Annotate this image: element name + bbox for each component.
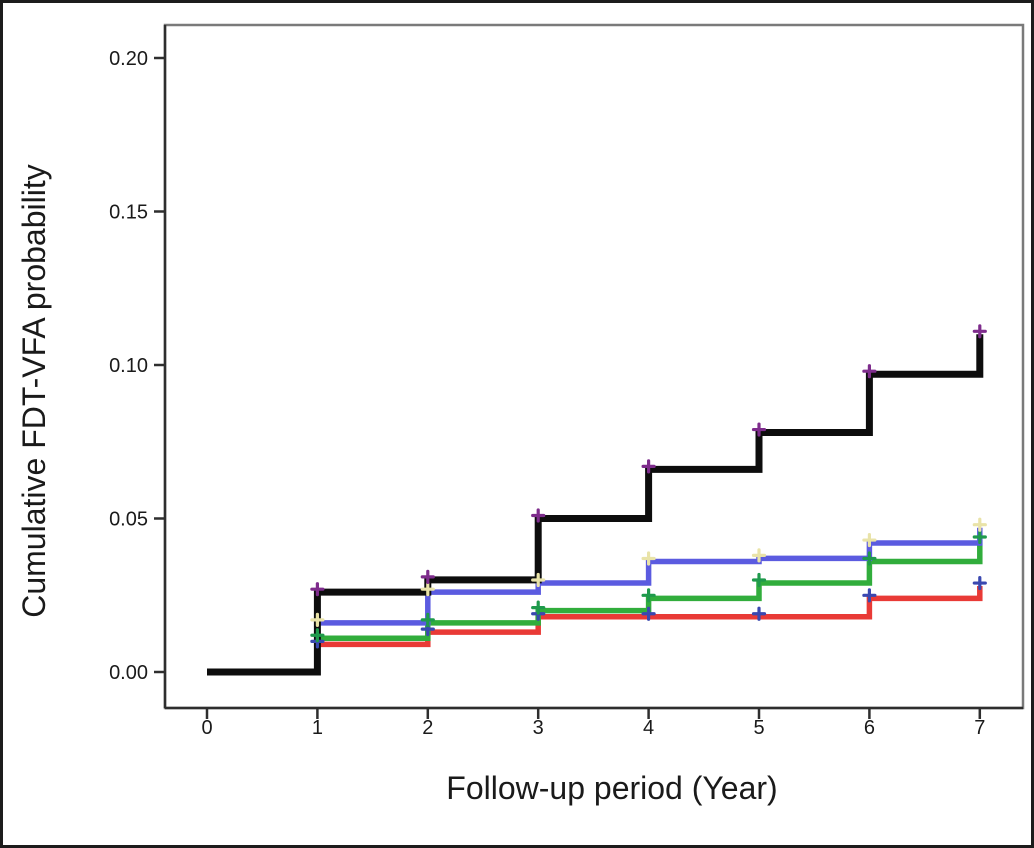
plot-area — [163, 23, 1025, 710]
x-tick-label: 0 — [201, 717, 212, 739]
y-tick-label: 0.00 — [109, 662, 148, 684]
censor-marker-green-year-7 — [972, 529, 987, 545]
censor-marker-blue-year-5 — [751, 548, 767, 563]
tick-label-layer: 0.00 0.05 0.10 0.15 0.20 0 1 2 3 4 5 6 7 — [109, 48, 985, 739]
marker-layer — [310, 324, 987, 649]
x-tick-label: 4 — [643, 717, 654, 739]
censor-marker-green-year-5 — [751, 572, 767, 588]
censor-marker-red-year-4 — [641, 606, 656, 621]
x-tick-label: 2 — [422, 717, 433, 739]
x-tick-label: 6 — [864, 717, 875, 739]
censor-marker-blue-year-6 — [862, 532, 877, 548]
x-axis-title: Follow-up period (Year) — [446, 770, 777, 806]
censor-marker-black-year-6 — [862, 364, 877, 379]
censor-marker-green-year-3 — [531, 600, 546, 615]
censor-marker-green-year-6 — [862, 551, 877, 566]
censor-marker-black-year-5 — [751, 422, 767, 437]
censor-marker-blue-year-2 — [420, 582, 435, 597]
censor-marker-black-year-2 — [420, 569, 435, 585]
y-tick-label: 0.15 — [109, 202, 148, 224]
censor-marker-green-year-1 — [310, 628, 325, 643]
censor-marker-red-year-7 — [972, 575, 987, 591]
censor-marker-red-year-6 — [862, 588, 877, 603]
censor-marker-blue-year-1 — [310, 612, 325, 627]
censor-marker-red-year-5 — [751, 606, 767, 621]
censor-marker-black-year-4 — [641, 459, 656, 474]
y-tick-label: 0.10 — [109, 355, 148, 377]
censor-marker-blue-year-4 — [641, 551, 656, 566]
y-tick-label: 0.05 — [109, 509, 148, 531]
x-tick-label: 1 — [312, 717, 323, 739]
censor-marker-green-year-2 — [420, 612, 435, 627]
y-axis-title: Cumulative FDT-VFA probability — [16, 164, 52, 618]
censor-marker-green-year-4 — [641, 588, 656, 603]
censor-marker-blue-year-7 — [972, 517, 987, 532]
axis-layer — [154, 25, 1023, 719]
x-tick-label: 7 — [974, 717, 985, 739]
censor-marker-black-year-7 — [972, 324, 987, 339]
censor-marker-blue-year-3 — [531, 572, 546, 588]
x-tick-label: 5 — [753, 717, 764, 739]
series-line-blue — [207, 527, 983, 675]
x-tick-label: 3 — [533, 717, 544, 739]
censor-marker-black-year-3 — [531, 508, 546, 523]
censor-marker-black-year-1 — [310, 582, 325, 597]
series-line-black — [207, 334, 984, 676]
y-tick-label: 0.20 — [109, 48, 148, 70]
